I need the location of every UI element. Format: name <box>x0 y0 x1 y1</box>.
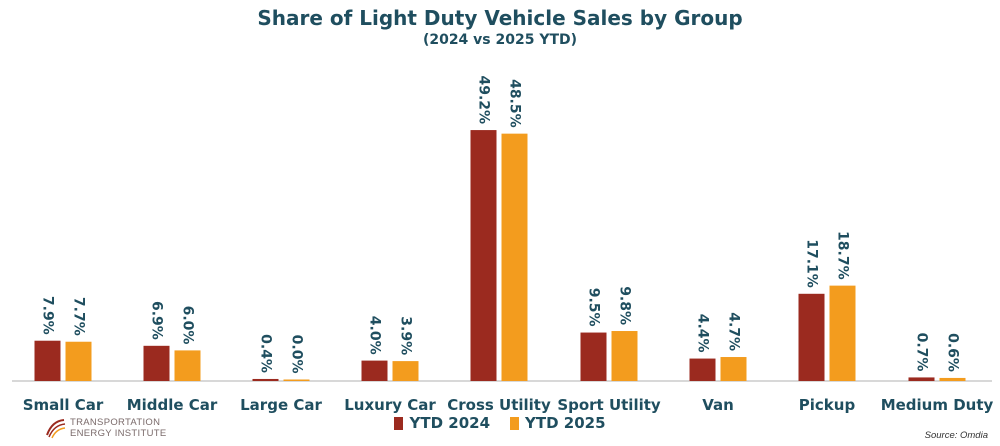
value-label-sport-utility-2024: 9.5% <box>586 288 602 327</box>
bar-middle-car-2024 <box>143 345 170 381</box>
bar-middle-car-2025 <box>174 350 201 381</box>
value-label-middle-car-2025: 6.0% <box>180 306 196 345</box>
bars-group <box>34 130 966 381</box>
category-labels-group: Small Car Middle Car Large Car Luxury Car Cr… <box>23 396 994 414</box>
bar-cross-utility-2024 <box>470 130 497 381</box>
bar-sport-utility-2024 <box>580 332 607 381</box>
bar-pickup-2025 <box>829 285 856 381</box>
value-label-cross-utility-2025: 48.5% <box>507 79 523 128</box>
category-label-medium-duty: Medium Duty <box>881 396 994 414</box>
bar-large-car-2025 <box>283 379 310 381</box>
bar-van-2025 <box>720 357 747 381</box>
logo-line-1: TRANSPORTATION <box>70 417 161 428</box>
logo-mark-icon <box>46 419 66 439</box>
legend: YTD 2024 YTD 2025 <box>0 414 1000 432</box>
value-label-medium-duty-2025: 0.6% <box>945 333 961 372</box>
bar-small-car-2025 <box>65 341 92 381</box>
category-label-pickup: Pickup <box>799 396 856 414</box>
logo-text: TRANSPORTATION ENERGY INSTITUTE <box>70 417 166 439</box>
value-label-sport-utility-2025: 9.8% <box>617 286 633 325</box>
value-label-large-car-2024: 0.4% <box>258 334 274 373</box>
value-label-large-car-2025: 0.0% <box>289 335 305 374</box>
value-label-van-2024: 4.4% <box>695 314 711 353</box>
bar-luxury-car-2024 <box>361 360 388 381</box>
value-label-pickup-2025: 18.7% <box>835 231 851 280</box>
value-label-pickup-2024: 17.1% <box>804 239 820 288</box>
legend-label-2025: YTD 2025 <box>525 414 606 432</box>
value-label-small-car-2025: 7.7% <box>71 297 87 336</box>
bar-medium-duty-2025 <box>939 377 966 381</box>
value-label-small-car-2024: 7.9% <box>40 296 56 335</box>
legend-item-2025: YTD 2025 <box>510 414 606 432</box>
value-label-luxury-car-2025: 3.9% <box>398 316 414 355</box>
source-note: Source: Omdia <box>924 430 988 441</box>
category-label-van: Van <box>702 396 734 414</box>
bar-pickup-2024 <box>798 293 825 381</box>
logo-line-2: ENERGY INSTITUTE <box>70 428 167 439</box>
value-label-van-2025: 4.7% <box>726 312 742 351</box>
category-label-large-car: Large Car <box>240 396 322 414</box>
value-label-luxury-car-2024: 4.0% <box>367 316 383 355</box>
category-label-middle-car: Middle Car <box>127 396 218 414</box>
value-label-cross-utility-2024: 49.2% <box>476 76 492 125</box>
legend-swatch-2024 <box>394 416 404 430</box>
bar-large-car-2024 <box>252 378 279 381</box>
logo: TRANSPORTATION ENERGY INSTITUTE <box>44 417 166 439</box>
value-label-medium-duty-2024: 0.7% <box>914 333 930 372</box>
chart-title: Share of Light Duty Vehicle Sales by Gro… <box>257 6 743 30</box>
category-label-cross-utility: Cross Utility <box>447 396 551 414</box>
bar-sport-utility-2025 <box>611 331 638 381</box>
legend-label-2024: YTD 2024 <box>409 414 490 432</box>
bar-cross-utility-2025 <box>501 133 528 381</box>
category-label-luxury-car: Luxury Car <box>344 396 436 414</box>
bar-small-car-2024 <box>34 340 61 381</box>
value-label-middle-car-2024: 6.9% <box>149 301 165 340</box>
category-label-small-car: Small Car <box>23 396 104 414</box>
chart-subtitle: (2024 vs 2025 YTD) <box>422 32 578 48</box>
category-label-sport-utility: Sport Utility <box>557 396 661 414</box>
bar-luxury-car-2025 <box>392 361 419 381</box>
value-labels-group: 7.9% 7.7% 6.9% 6.0% 0.4% 0.0% 4.0% 3.9% 49.2% 48.… <box>40 76 961 374</box>
bar-medium-duty-2024 <box>908 377 935 381</box>
bar-van-2024 <box>689 358 716 381</box>
legend-swatch-2025 <box>510 416 519 430</box>
legend-item-2024: YTD 2024 <box>394 414 490 432</box>
